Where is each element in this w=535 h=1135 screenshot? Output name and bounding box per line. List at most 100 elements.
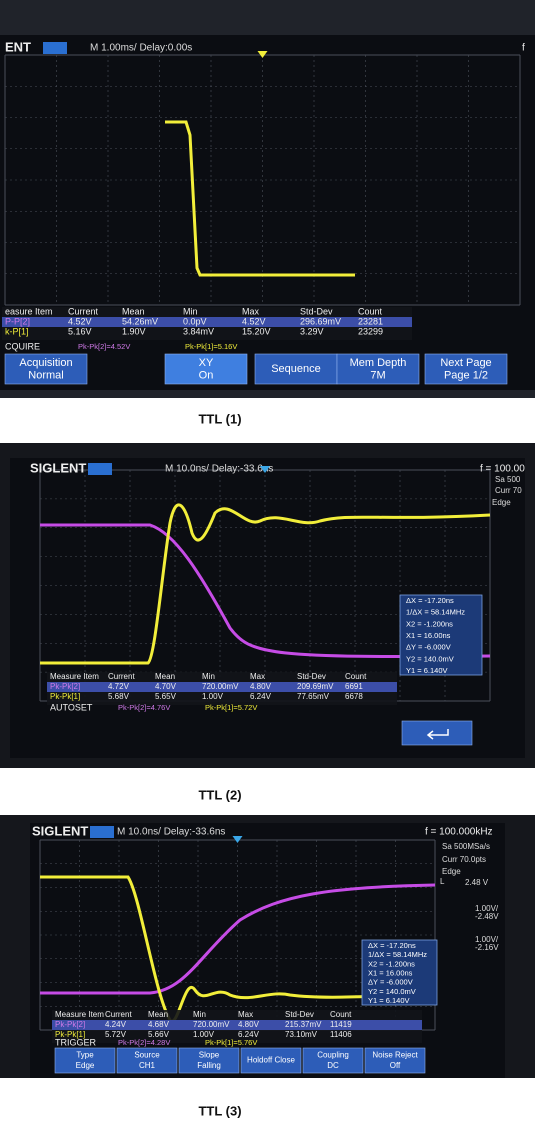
softkey-label: Type [76,1051,94,1060]
measure-row-highlight [47,682,397,692]
side-label: Edge [492,498,511,507]
softkey [54,1047,116,1074]
trigger-marker [257,51,268,58]
side-label: 2.48 V [465,878,489,887]
softkey [116,1047,178,1074]
measure-cell: 6.24V [250,692,272,701]
side-label: -2.16V [475,943,499,952]
brand: SIGLENT [30,460,86,475]
measure-cell: 720.00mV [202,682,239,691]
softkey-label: XY [199,357,214,369]
softkey-label: Sequence [271,363,321,375]
measure-header: Max [238,1010,253,1019]
measure-cell: 73.10mV [285,1030,318,1039]
softkey [424,353,508,385]
side-label: Curr 70 [495,486,522,495]
measure-cell: 5.72V [105,1030,127,1039]
softkey-label: Noise Reject [372,1051,418,1060]
measure-cell: 4.72V [108,682,130,691]
side-label: Edge [442,867,461,876]
measure-cell: Pk-Pk[1] [55,1030,85,1039]
cursor-readout: X1 = 16.00ns [406,631,451,640]
waveform [40,883,436,995]
measure-cell: 11419 [330,1020,352,1029]
measure-cell: 0.0pV [183,316,207,326]
cursor-readout: Y1 = 6.140V [368,996,410,1005]
measure-header: Current [108,672,135,681]
softkey-value: Off [390,1061,401,1070]
softkey [178,1047,240,1074]
measure-cell: 5.65V [155,692,177,701]
measure-cell: 296.69mV [300,316,341,326]
measure-cell: k-P[1] [5,326,29,336]
side-label: 1.00V/ [475,935,499,944]
timebase: M 10.0ns/ Delay:-33.6ns [165,464,273,475]
softkey-value: CH1 [139,1061,156,1070]
cursor-readout: ΔY = -6.000V [406,643,451,652]
softkey-value: Falling [197,1061,221,1070]
measure-header: Current [105,1010,132,1019]
measure-cell: P-P[2] [5,316,30,326]
measure-cell: 720.00mV [193,1020,230,1029]
return-key [401,720,473,746]
measure-cell: 209.69mV [297,682,334,691]
measure-cell: 15.20V [242,326,271,336]
waveform [40,503,491,665]
measure-cell: 6.24V [238,1030,260,1039]
softkey-label: Source [134,1051,160,1060]
measure-header: Std-Dev [285,1010,314,1019]
status-text: Pk-Pk[1]=5.72V [205,703,257,712]
side-label: -2.48V [475,912,499,921]
side-label: Sa 500 [495,475,521,484]
cursor-readout: 1/ΔX = 58.14MHz [406,608,465,617]
measure-cell: 5.66V [148,1030,170,1039]
measure-header: Measure Item [50,672,99,681]
measure-cell: 4.80V [238,1020,260,1029]
measure-cell: 23299 [358,326,383,336]
status-text: AUTOSET [50,702,93,712]
measure-cell: 6691 [345,682,363,691]
waveform [40,523,491,658]
softkey [364,1047,426,1074]
measure-header: Mean [122,306,145,316]
measure-header: Mean [155,672,175,681]
measure-cell: 1.00V [193,1030,215,1039]
measure-row-highlight [52,1020,422,1030]
status-text: TRIGGER [55,1037,97,1047]
cursor-readout: X2 = -1.200ns [368,959,415,968]
measure-cell: 4.24V [105,1020,127,1029]
status-text: Pk-Pk[2]=4.76V [118,703,170,712]
measure-cell: Pk-Pk[2] [55,1020,85,1029]
brand: SIGLENT [32,823,88,838]
softkey-label: Slope [199,1051,220,1060]
measure-cell: 4.80V [250,682,272,691]
brand: ENT [5,39,31,54]
measure-header: easure Item [5,306,53,316]
softkey-label: Acquisition [19,357,72,369]
measure-header: Current [68,306,99,316]
measure-header: Std-Dev [297,672,326,681]
measure-header: Measure Item [55,1010,104,1019]
softkey [164,353,248,385]
caption: TTL (2) [198,787,241,802]
measure-cell: 4.70V [155,682,177,691]
softkey [336,353,420,385]
waveform [165,120,355,277]
measure-header: Max [250,672,265,681]
measure-header: Count [358,306,383,316]
cursor-readout: Y2 = 140.0mV [406,654,454,663]
status-text: Pk-Pk[1]=5.16V [185,342,237,351]
trigger-badge [90,826,114,838]
softkey-value: Page 1/2 [444,370,488,382]
measure-header: Min [183,306,198,316]
measure-cell: 54.26mV [122,316,158,326]
waveform [40,875,436,1023]
measure-cell: 6678 [345,692,363,701]
measure-cell: 4.68V [148,1020,170,1029]
frequency: f = 100.00 [480,464,525,475]
measure-header: Std-Dev [300,306,333,316]
cursor-readout: X1 = 16.00ns [368,968,413,977]
softkey-value: DC [327,1061,339,1070]
softkey [240,1047,302,1074]
